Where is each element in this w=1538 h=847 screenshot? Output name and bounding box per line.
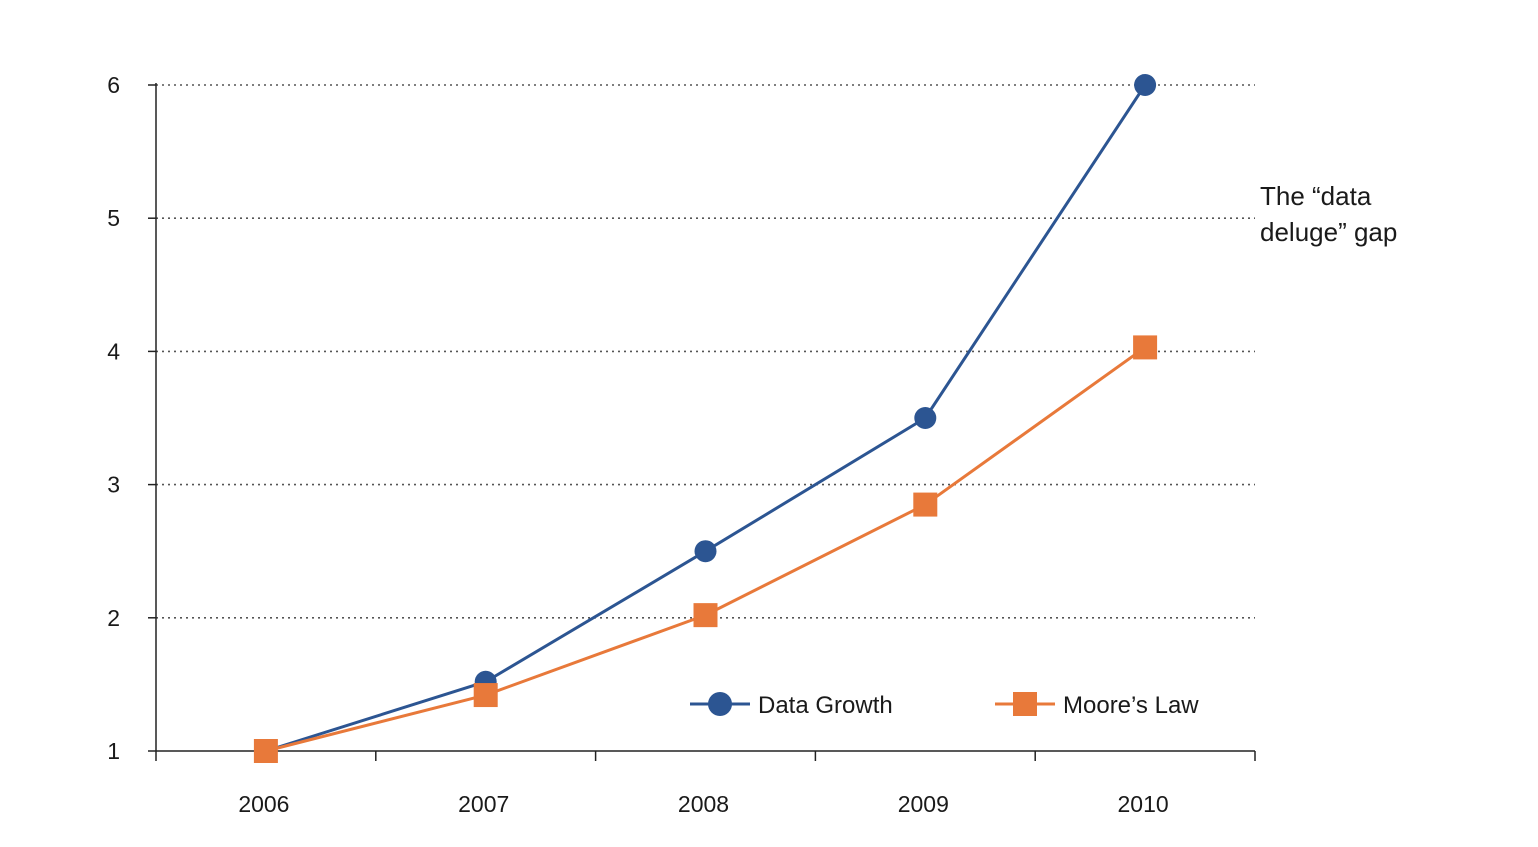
data-point — [253, 739, 278, 763]
x-tick-label: 2008 — [678, 791, 729, 817]
gridlines — [156, 84, 1255, 619]
x-tick-label: 2006 — [238, 791, 289, 817]
gap-annotation-line-2: deluge” gap — [1260, 217, 1397, 247]
data-point — [1133, 335, 1158, 360]
y-tick-label: 4 — [107, 338, 120, 364]
axes — [148, 83, 1256, 761]
legend-label: Data Growth — [758, 692, 893, 719]
y-tick-labels: 1 2 3 4 5 6 — [107, 72, 120, 764]
data-point — [914, 407, 937, 429]
y-tick-label: 5 — [107, 205, 120, 231]
y-tick-label: 6 — [107, 72, 120, 98]
y-tick-label: 3 — [107, 472, 120, 498]
series-group — [253, 74, 1158, 763]
x-tick-labels: 2006 2007 2008 2009 2010 — [238, 791, 1168, 817]
series-line — [265, 84, 1147, 753]
x-tick-label: 2009 — [898, 791, 949, 817]
data-point — [694, 540, 717, 563]
y-tick-label: 1 — [107, 738, 120, 764]
gap-annotation-line-1: The “data — [1260, 181, 1372, 211]
legend-marker — [1013, 692, 1037, 716]
legend-marker — [708, 692, 732, 716]
data-point — [693, 603, 718, 628]
y-tick-label: 2 — [107, 605, 120, 631]
series-data-growth — [254, 74, 1157, 762]
legend-item: Data Growth — [690, 692, 893, 719]
gap-annotation: The “data deluge” gap — [1260, 181, 1397, 247]
data-point — [1134, 74, 1157, 96]
series-moore-s-law — [253, 335, 1158, 763]
data-point — [473, 683, 498, 708]
legend-item: Moore’s Law — [995, 692, 1199, 719]
x-tick-label: 2007 — [458, 791, 509, 817]
legend-label: Moore’s Law — [1063, 692, 1199, 719]
x-tick-label: 2010 — [1118, 791, 1169, 817]
data-point — [913, 492, 938, 517]
legend: Data Growth Moore’s Law — [690, 692, 1199, 719]
